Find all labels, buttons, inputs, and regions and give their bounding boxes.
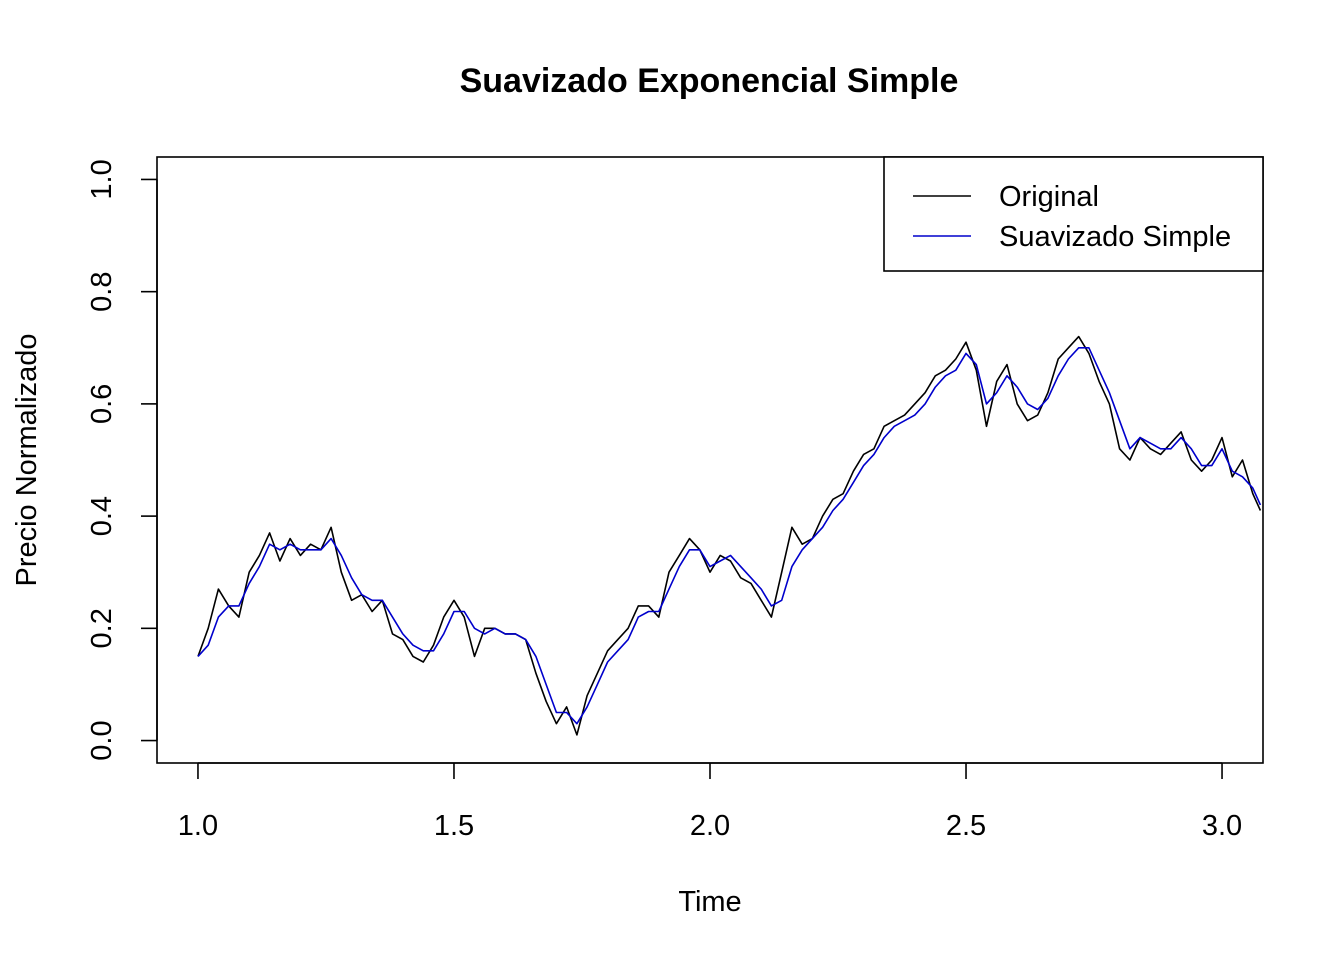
- y-tick-label: 0.6: [86, 384, 118, 424]
- legend: Original Suavizado Simple: [883, 156, 1264, 272]
- series-layer: [197, 335, 1262, 736]
- y-tick-label: 0.0: [86, 720, 118, 760]
- series-line-original: [197, 335, 1262, 736]
- x-axis: 1.0 1.5 2.0 2.5 3.0: [178, 762, 1242, 842]
- y-axis: 0.0 0.2 0.4 0.6 0.8 1.0: [86, 159, 158, 761]
- x-axis-label: Time: [678, 886, 741, 918]
- chart-title: Suavizado Exponencial Simple: [460, 62, 959, 100]
- legend-label-original: Original: [999, 181, 1099, 213]
- legend-box: [883, 156, 1264, 272]
- y-tick-label: 0.4: [86, 496, 118, 536]
- y-tick-label: 0.8: [86, 272, 118, 312]
- x-tick-label: 1.0: [178, 810, 218, 842]
- y-tick-label: 0.2: [86, 608, 118, 648]
- x-tick-label: 2.5: [946, 810, 986, 842]
- series-line-suavizado-simple: [197, 346, 1262, 725]
- x-tick-label: 2.0: [690, 810, 730, 842]
- y-tick-label: 1.0: [86, 159, 118, 199]
- legend-label-suavizado: Suavizado Simple: [999, 221, 1231, 253]
- x-tick-label: 1.5: [434, 810, 474, 842]
- x-tick-label: 3.0: [1202, 810, 1242, 842]
- y-axis-label: Precio Normalizado: [11, 333, 43, 586]
